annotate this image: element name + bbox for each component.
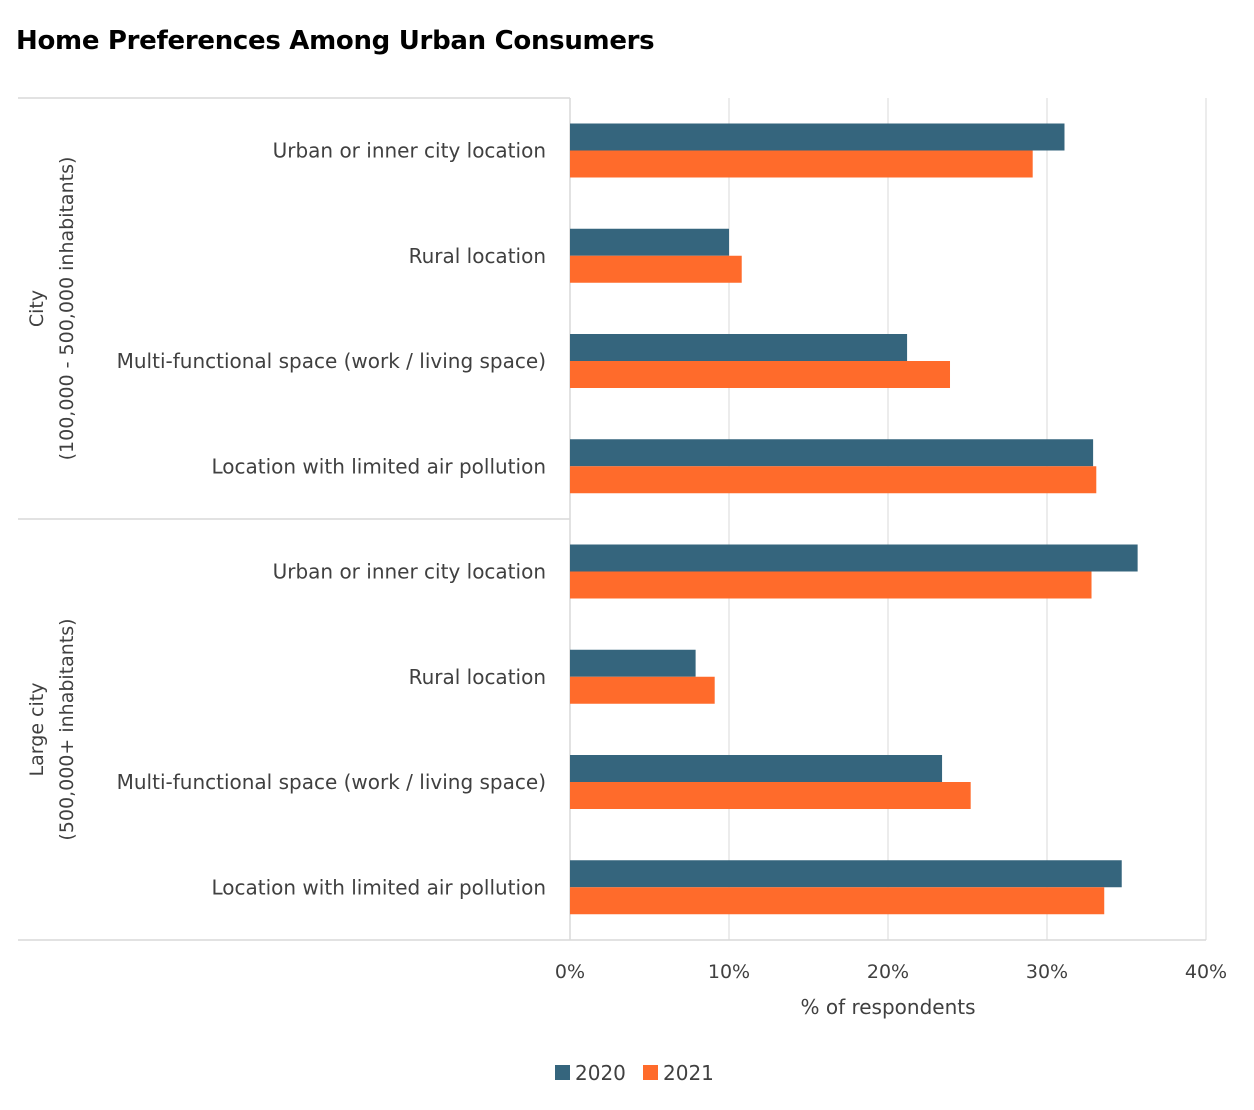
bar-2020 xyxy=(570,860,1122,888)
category-label: Location with limited air pollution xyxy=(211,875,546,899)
legend-swatch-2021 xyxy=(643,1065,658,1080)
bar-2021 xyxy=(570,571,1092,599)
bar-2020 xyxy=(570,228,729,256)
group-sublabel: (500,000+ inhabitants) xyxy=(56,618,78,840)
category-label: Urban or inner city location xyxy=(273,560,546,584)
category-label: Multi-functional space (work / living sp… xyxy=(117,770,546,794)
x-tick-label: 10% xyxy=(708,961,750,983)
x-tick-label: 40% xyxy=(1185,961,1227,983)
category-label: Urban or inner city location xyxy=(273,139,546,163)
legend-label-2020: 2020 xyxy=(575,1061,626,1085)
bar-2020 xyxy=(570,123,1065,151)
category-label: Location with limited air pollution xyxy=(211,454,546,478)
group-label: City xyxy=(26,290,48,327)
bar-2020 xyxy=(570,544,1138,572)
bar-2020 xyxy=(570,649,696,677)
group-sublabel: (100,000 - 500,000 inhabitants) xyxy=(56,157,78,461)
bar-2021 xyxy=(570,887,1105,915)
bar-2021 xyxy=(570,676,715,704)
bar-2021 xyxy=(570,255,742,283)
bar-2021 xyxy=(570,782,971,809)
x-tick-label: 20% xyxy=(867,961,909,983)
category-label: Multi-functional space (work / living sp… xyxy=(117,349,546,373)
bar-2021 xyxy=(570,466,1097,494)
bar-2020 xyxy=(570,439,1094,467)
category-label: Rural location xyxy=(409,665,546,689)
group-label: Large city xyxy=(26,683,48,777)
x-tick-label: 0% xyxy=(555,961,585,983)
x-tick-label: 30% xyxy=(1026,961,1068,983)
category-label: Rural location xyxy=(409,244,546,268)
bar-2021 xyxy=(570,361,951,388)
legend-swatch-2020 xyxy=(555,1065,570,1080)
x-axis-title: % of respondents xyxy=(800,995,975,1019)
bar-2020 xyxy=(570,755,943,782)
bar-2021 xyxy=(570,150,1033,178)
chart-title: Home Preferences Among Urban Consumers xyxy=(16,26,655,56)
legend-label-2021: 2021 xyxy=(663,1061,714,1085)
bar-2020 xyxy=(570,334,908,361)
